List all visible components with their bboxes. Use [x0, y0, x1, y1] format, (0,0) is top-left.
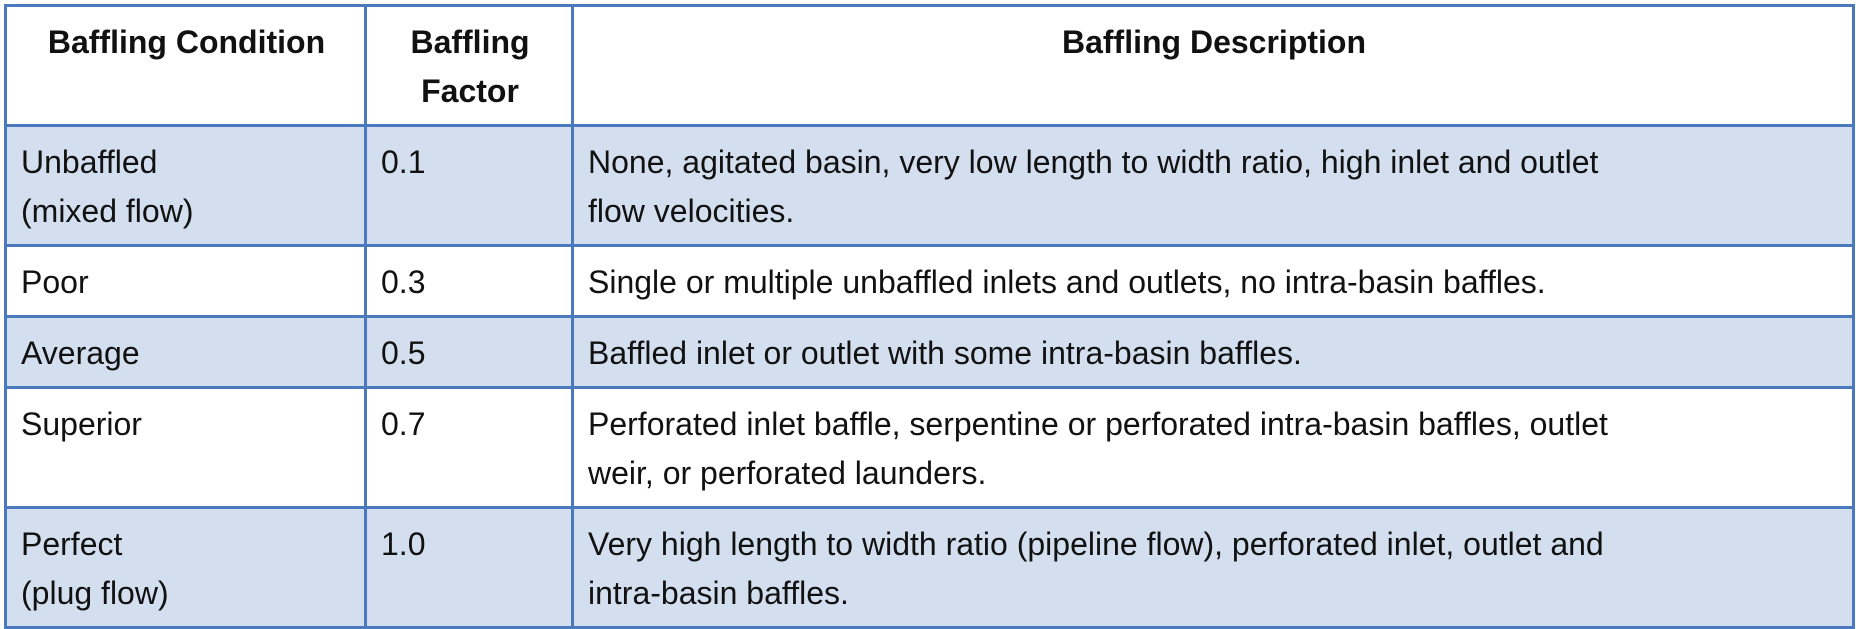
cell-factor: 0.1: [364, 124, 574, 247]
cell-description: None, agitated basin, very low length to…: [571, 124, 1855, 247]
cell-condition: Superior: [4, 386, 367, 509]
cell-description: Baffled inlet or outlet with some intra-…: [571, 315, 1855, 389]
header-baffling-description: Baffling Description: [571, 4, 1855, 127]
cell-condition: Unbaffled (mixed flow): [4, 124, 367, 247]
table-header-row: Baffling Condition Baffling Factor Baffl…: [4, 4, 1855, 127]
baffling-table: Baffling Condition Baffling Factor Baffl…: [4, 4, 1855, 629]
cell-description: Very high length to width ratio (pipelin…: [571, 506, 1855, 629]
cell-condition: Poor: [4, 244, 367, 318]
cell-description: Single or multiple unbaffled inlets and …: [571, 244, 1855, 318]
cell-factor: 0.3: [364, 244, 574, 318]
cell-factor: 0.5: [364, 315, 574, 389]
cell-description: Perforated inlet baffle, serpentine or p…: [571, 386, 1855, 509]
table-row: Perfect (plug flow) 1.0 Very high length…: [4, 506, 1855, 629]
table-row: Unbaffled (mixed flow) 0.1 None, agitate…: [4, 124, 1855, 247]
cell-factor: 0.7: [364, 386, 574, 509]
header-baffling-factor: Baffling Factor: [364, 4, 574, 127]
table-row: Average 0.5 Baffled inlet or outlet with…: [4, 315, 1855, 389]
cell-factor: 1.0: [364, 506, 574, 629]
table-row: Superior 0.7 Perforated inlet baffle, se…: [4, 386, 1855, 509]
table-row: Poor 0.3 Single or multiple unbaffled in…: [4, 244, 1855, 318]
baffling-table-container: Baffling Condition Baffling Factor Baffl…: [4, 4, 1855, 629]
cell-condition: Average: [4, 315, 367, 389]
header-baffling-condition: Baffling Condition: [4, 4, 367, 127]
cell-condition: Perfect (plug flow): [4, 506, 367, 629]
